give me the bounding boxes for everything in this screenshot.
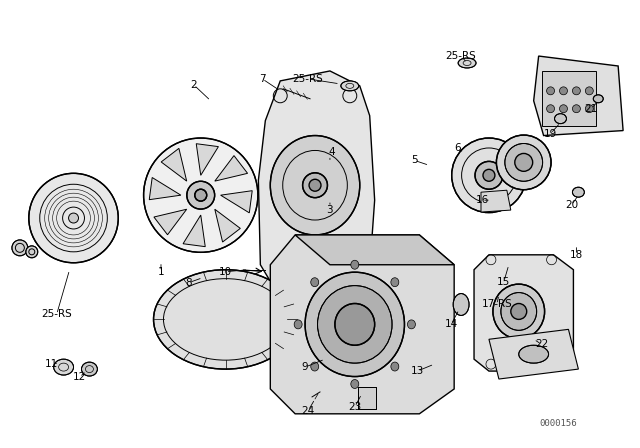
- Text: 14: 14: [445, 319, 458, 329]
- Ellipse shape: [294, 320, 302, 329]
- Ellipse shape: [335, 303, 374, 345]
- Polygon shape: [154, 209, 187, 235]
- Ellipse shape: [452, 138, 526, 212]
- Ellipse shape: [341, 81, 359, 91]
- Circle shape: [586, 105, 593, 113]
- Circle shape: [572, 87, 580, 95]
- Circle shape: [547, 87, 554, 95]
- Text: 20: 20: [565, 200, 578, 210]
- Ellipse shape: [303, 173, 328, 198]
- Text: 17-RS: 17-RS: [481, 300, 512, 310]
- Text: 15: 15: [497, 277, 511, 287]
- Polygon shape: [259, 71, 374, 300]
- Ellipse shape: [154, 270, 298, 369]
- Ellipse shape: [554, 114, 566, 124]
- Polygon shape: [489, 329, 579, 379]
- Ellipse shape: [26, 246, 38, 258]
- Ellipse shape: [143, 138, 258, 252]
- Text: 22: 22: [535, 339, 548, 349]
- Polygon shape: [295, 235, 454, 265]
- Ellipse shape: [515, 154, 532, 171]
- Ellipse shape: [572, 187, 584, 197]
- Ellipse shape: [505, 143, 543, 181]
- Ellipse shape: [391, 278, 399, 287]
- Ellipse shape: [497, 135, 551, 190]
- Ellipse shape: [511, 303, 527, 319]
- Text: 25-RS: 25-RS: [41, 310, 72, 319]
- Text: 5: 5: [411, 155, 418, 165]
- Ellipse shape: [68, 213, 79, 223]
- Ellipse shape: [311, 278, 319, 287]
- Ellipse shape: [501, 293, 537, 330]
- Ellipse shape: [351, 260, 359, 269]
- Text: 10: 10: [219, 267, 232, 277]
- Polygon shape: [215, 209, 241, 242]
- Text: 2: 2: [191, 80, 197, 90]
- Text: 23: 23: [348, 402, 362, 412]
- Circle shape: [586, 87, 593, 95]
- Polygon shape: [481, 190, 511, 212]
- Polygon shape: [221, 191, 252, 213]
- Text: 12: 12: [73, 372, 86, 382]
- Ellipse shape: [351, 379, 359, 388]
- Text: 24: 24: [301, 406, 315, 416]
- Ellipse shape: [12, 240, 28, 256]
- Text: 7: 7: [259, 74, 266, 84]
- Ellipse shape: [270, 136, 360, 235]
- Text: 11: 11: [45, 359, 58, 369]
- Ellipse shape: [593, 95, 604, 103]
- Ellipse shape: [458, 58, 476, 68]
- Ellipse shape: [29, 173, 118, 263]
- Circle shape: [559, 105, 568, 113]
- Text: 13: 13: [411, 366, 424, 376]
- Polygon shape: [183, 215, 205, 247]
- Polygon shape: [196, 144, 218, 175]
- Text: 3: 3: [326, 205, 333, 215]
- Ellipse shape: [195, 189, 207, 201]
- Polygon shape: [149, 177, 181, 200]
- Text: 9: 9: [302, 362, 308, 372]
- Text: 4: 4: [328, 147, 335, 157]
- Bar: [541, 71, 596, 125]
- Ellipse shape: [453, 293, 469, 315]
- Ellipse shape: [311, 362, 319, 371]
- Ellipse shape: [81, 362, 97, 376]
- Bar: [358, 387, 376, 409]
- Ellipse shape: [391, 362, 399, 371]
- Text: 16: 16: [476, 195, 488, 205]
- Text: 6: 6: [454, 143, 460, 154]
- Polygon shape: [474, 255, 573, 371]
- Text: 19: 19: [544, 129, 557, 138]
- Text: 8: 8: [186, 278, 192, 288]
- Text: 0000156: 0000156: [540, 419, 577, 428]
- Polygon shape: [270, 235, 454, 414]
- Text: 1: 1: [157, 267, 164, 277]
- Ellipse shape: [54, 359, 74, 375]
- Ellipse shape: [475, 161, 503, 189]
- Text: 25-RS: 25-RS: [292, 74, 323, 84]
- Bar: [358, 387, 376, 409]
- Ellipse shape: [483, 169, 495, 181]
- Ellipse shape: [309, 179, 321, 191]
- Ellipse shape: [408, 320, 415, 329]
- Ellipse shape: [317, 286, 392, 363]
- Polygon shape: [534, 56, 623, 136]
- Polygon shape: [215, 155, 248, 181]
- Circle shape: [547, 105, 554, 113]
- Circle shape: [572, 105, 580, 113]
- Circle shape: [559, 87, 568, 95]
- Polygon shape: [161, 148, 187, 181]
- Text: 21: 21: [585, 104, 598, 114]
- Text: 25-RS: 25-RS: [445, 51, 477, 61]
- Ellipse shape: [305, 272, 404, 377]
- Ellipse shape: [519, 345, 548, 363]
- Ellipse shape: [493, 284, 545, 339]
- Text: 18: 18: [570, 250, 583, 260]
- Ellipse shape: [187, 181, 214, 209]
